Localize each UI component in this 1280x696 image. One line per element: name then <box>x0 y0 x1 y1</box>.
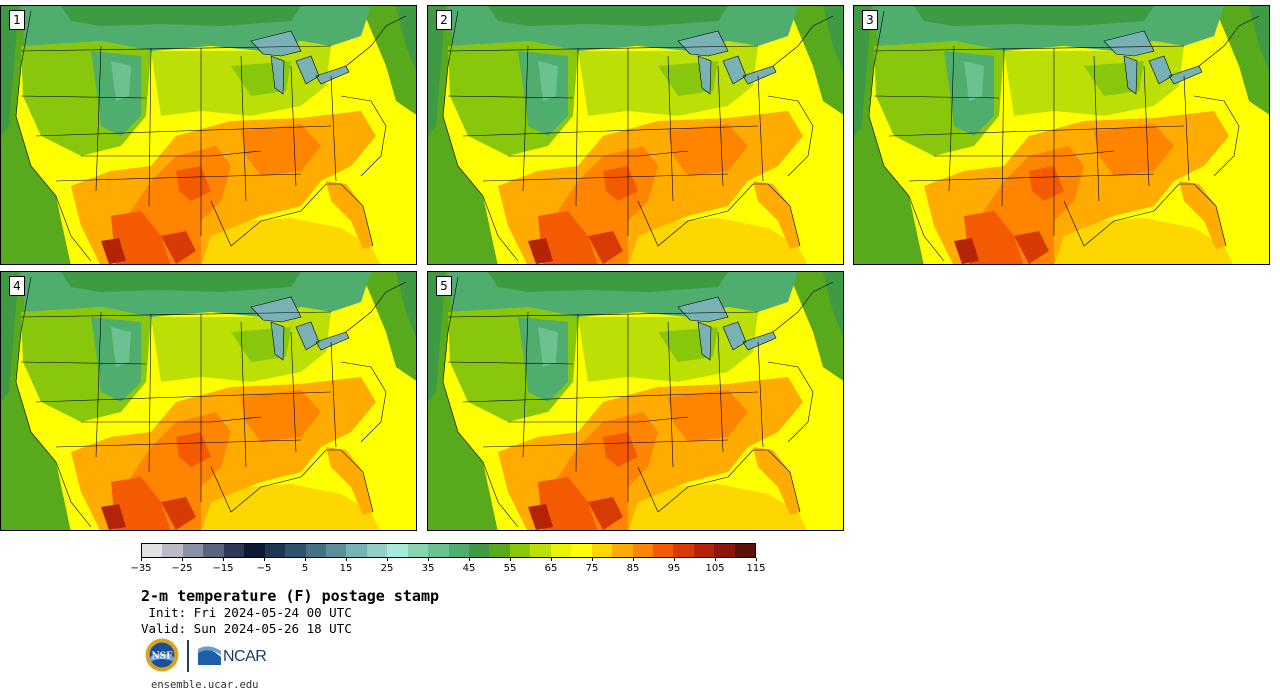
map-panel-5: 5 <box>427 271 844 531</box>
colorbar-swatch <box>693 544 715 557</box>
colorbar-tick-label: 5 <box>301 563 309 574</box>
plot-title: 2-m temperature (F) postage stamp <box>141 587 440 605</box>
colorbar-tick-label: 115 <box>746 563 766 574</box>
colorbar-swatch <box>469 544 490 557</box>
map-panel-2: 2 <box>427 5 844 265</box>
colorbar-swatch <box>652 544 674 557</box>
colorbar-tick <box>551 558 552 561</box>
colorbar-swatch <box>509 544 531 557</box>
map-panel-1: 1 <box>0 5 417 265</box>
colorbar-tick-label: 75 <box>585 563 599 574</box>
colorbar-tick <box>387 558 388 561</box>
colorbar-swatch <box>530 544 551 557</box>
temperature-map <box>1 6 416 264</box>
temperature-map <box>854 6 1269 264</box>
valid-time: Valid: Sun 2024-05-26 18 UTC <box>141 621 352 636</box>
colorbar-tick <box>305 558 306 561</box>
colorbar-swatch <box>223 544 245 557</box>
colorbar-tick <box>223 558 224 561</box>
colorbar-swatch <box>571 544 592 557</box>
colorbar-swatch <box>387 544 408 557</box>
map-panel-4: 4 <box>0 271 417 531</box>
temperature-map <box>428 272 843 530</box>
colorbar-tick-label: 95 <box>667 563 681 574</box>
colorbar-tick <box>428 558 429 561</box>
colorbar-tick <box>715 558 716 561</box>
colorbar-tick <box>264 558 265 561</box>
nsf-logo-icon: NSF <box>145 638 179 672</box>
colorbar-swatch <box>182 544 204 557</box>
colorbar-tick-label: −35 <box>130 563 152 574</box>
init-time: Init: Fri 2024-05-24 00 UTC <box>141 605 352 620</box>
colorbar-tick-label: 15 <box>339 563 353 574</box>
colorbar-tick-label: 25 <box>380 563 394 574</box>
colorbar-tick <box>346 558 347 561</box>
colorbar-swatch <box>489 544 510 557</box>
colorbar-tick <box>510 558 511 561</box>
colorbar-tick <box>674 558 675 561</box>
temperature-map <box>428 6 843 264</box>
colorbar-tick <box>141 558 142 561</box>
panel-number: 4 <box>9 276 25 296</box>
colorbar-tick-label: −15 <box>212 563 234 574</box>
colorbar-swatch <box>325 544 347 557</box>
colorbar-swatch <box>142 544 163 557</box>
colorbar-swatch <box>162 544 183 557</box>
temperature-map <box>1 272 416 530</box>
panel-number: 5 <box>436 276 452 296</box>
colorbar-tick-label: −5 <box>256 563 272 574</box>
temperature-colorbar <box>141 543 756 558</box>
colorbar-swatch <box>407 544 429 557</box>
colorbar-swatch <box>346 544 367 557</box>
colorbar-swatch <box>673 544 694 557</box>
panel-number: 3 <box>862 10 878 30</box>
colorbar-swatch <box>244 544 265 557</box>
colorbar-swatch <box>714 544 735 557</box>
colorbar-swatch <box>550 544 572 557</box>
colorbar-tick-label: 105 <box>705 563 725 574</box>
colorbar-tick-label: 55 <box>503 563 517 574</box>
colorbar-tick-label: 45 <box>462 563 476 574</box>
colorbar-tick-label: −25 <box>171 563 193 574</box>
colorbar-tick <box>182 558 183 561</box>
colorbar-tick <box>633 558 634 561</box>
ncar-logo-icon <box>198 646 221 665</box>
colorbar-swatch <box>203 544 224 557</box>
colorbar-tick <box>469 558 470 561</box>
svg-text:NSF: NSF <box>151 652 173 662</box>
panel-number: 1 <box>9 10 25 30</box>
colorbar-tick <box>756 558 757 561</box>
colorbar-tick-label: 65 <box>544 563 558 574</box>
colorbar-swatch <box>305 544 326 557</box>
map-panel-3: 3 <box>853 5 1270 265</box>
colorbar-ticks: −35 −25 −15 −5 5 15 25 35 45 55 65 75 85 95 105 115 <box>130 558 766 578</box>
colorbar-swatch <box>285 544 306 557</box>
colorbar-swatch <box>591 544 613 557</box>
panel-number: 2 <box>436 10 452 30</box>
colorbar-swatch <box>428 544 449 557</box>
colorbar-tick-label: 35 <box>421 563 435 574</box>
colorbar-tick-label: 85 <box>626 563 640 574</box>
colorbar-swatch <box>734 544 756 557</box>
colorbar-swatch <box>448 544 469 557</box>
colorbar-swatch <box>612 544 633 557</box>
colorbar-tick <box>592 558 593 561</box>
colorbar-swatch <box>366 544 388 557</box>
ncar-logo-text: NCAR <box>223 648 267 665</box>
logo-divider <box>187 640 189 672</box>
colorbar-swatch <box>264 544 286 557</box>
colorbar-swatch <box>632 544 653 557</box>
footer-url: ensemble.ucar.edu <box>151 679 259 691</box>
